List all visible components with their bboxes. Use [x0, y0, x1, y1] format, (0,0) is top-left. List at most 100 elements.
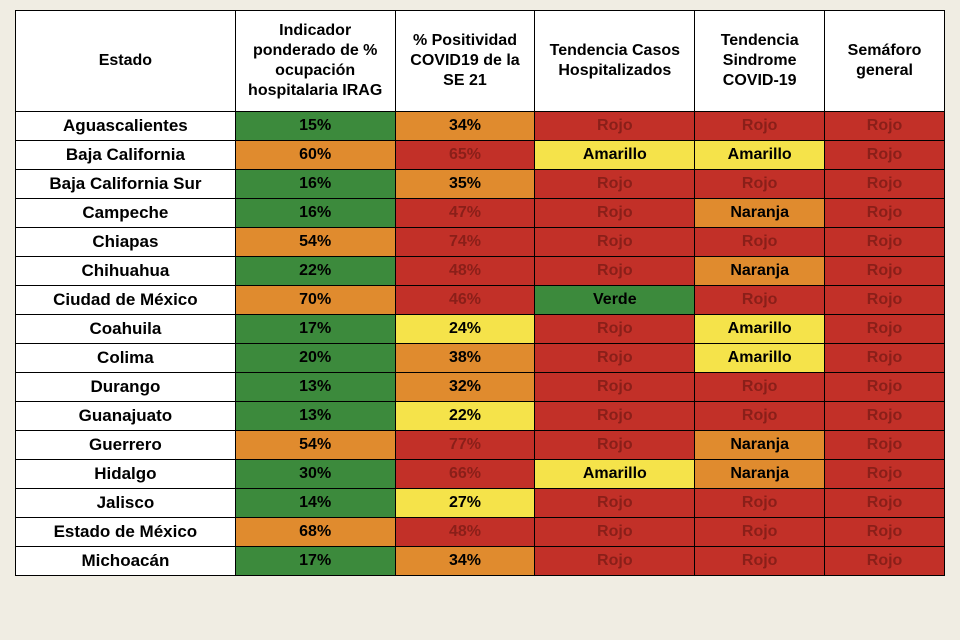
- table-row: Hidalgo30%66%AmarilloNaranjaRojo: [16, 460, 945, 489]
- cell-tendencia-sindrome: Amarillo: [695, 315, 825, 344]
- cell-tendencia-casos: Rojo: [535, 199, 695, 228]
- table-row: Baja California Sur16%35%RojoRojoRojo: [16, 170, 945, 199]
- table-row: Baja California60%65%AmarilloAmarilloRoj…: [16, 141, 945, 170]
- cell-positividad: 77%: [395, 431, 535, 460]
- cell-positividad: 48%: [395, 518, 535, 547]
- cell-tendencia-casos: Rojo: [535, 315, 695, 344]
- cell-indicador: 14%: [235, 489, 395, 518]
- semaforo-table: Estado Indicador ponderado de % ocupació…: [15, 10, 945, 576]
- cell-estado: Guanajuato: [16, 402, 236, 431]
- cell-positividad: 32%: [395, 373, 535, 402]
- cell-semaforo: Rojo: [825, 402, 945, 431]
- table-row: Chihuahua22%48%RojoNaranjaRojo: [16, 257, 945, 286]
- cell-indicador: 70%: [235, 286, 395, 315]
- cell-indicador: 54%: [235, 431, 395, 460]
- cell-indicador: 17%: [235, 547, 395, 576]
- cell-tendencia-casos: Rojo: [535, 518, 695, 547]
- cell-indicador: 16%: [235, 199, 395, 228]
- table-row: Campeche16%47%RojoNaranjaRojo: [16, 199, 945, 228]
- cell-positividad: 35%: [395, 170, 535, 199]
- table-row: Colima20%38%RojoAmarilloRojo: [16, 344, 945, 373]
- cell-indicador: 60%: [235, 141, 395, 170]
- cell-estado: Colima: [16, 344, 236, 373]
- cell-positividad: 38%: [395, 344, 535, 373]
- cell-tendencia-sindrome: Rojo: [695, 518, 825, 547]
- cell-positividad: 74%: [395, 228, 535, 257]
- cell-tendencia-sindrome: Rojo: [695, 112, 825, 141]
- cell-semaforo: Rojo: [825, 141, 945, 170]
- cell-tendencia-casos: Rojo: [535, 547, 695, 576]
- cell-semaforo: Rojo: [825, 257, 945, 286]
- cell-semaforo: Rojo: [825, 112, 945, 141]
- th-tendencia-casos: Tendencia Casos Hospitalizados: [535, 11, 695, 112]
- cell-tendencia-sindrome: Rojo: [695, 228, 825, 257]
- cell-semaforo: Rojo: [825, 431, 945, 460]
- cell-positividad: 66%: [395, 460, 535, 489]
- cell-positividad: 22%: [395, 402, 535, 431]
- cell-tendencia-casos: Rojo: [535, 489, 695, 518]
- cell-positividad: 65%: [395, 141, 535, 170]
- cell-indicador: 13%: [235, 402, 395, 431]
- header-row: Estado Indicador ponderado de % ocupació…: [16, 11, 945, 112]
- table-row: Coahuila17%24%RojoAmarilloRojo: [16, 315, 945, 344]
- table-row: Aguascalientes15%34%RojoRojoRojo: [16, 112, 945, 141]
- cell-tendencia-casos: Rojo: [535, 228, 695, 257]
- th-positividad: % Positividad COVID19 de la SE 21: [395, 11, 535, 112]
- cell-estado: Ciudad de México: [16, 286, 236, 315]
- cell-tendencia-casos: Rojo: [535, 112, 695, 141]
- th-semaforo: Semáforo general: [825, 11, 945, 112]
- cell-tendencia-sindrome: Rojo: [695, 402, 825, 431]
- cell-estado: Campeche: [16, 199, 236, 228]
- cell-positividad: 48%: [395, 257, 535, 286]
- cell-semaforo: Rojo: [825, 199, 945, 228]
- cell-indicador: 15%: [235, 112, 395, 141]
- cell-tendencia-casos: Rojo: [535, 402, 695, 431]
- cell-estado: Jalisco: [16, 489, 236, 518]
- cell-semaforo: Rojo: [825, 315, 945, 344]
- cell-positividad: 24%: [395, 315, 535, 344]
- cell-tendencia-casos: Rojo: [535, 344, 695, 373]
- cell-semaforo: Rojo: [825, 170, 945, 199]
- cell-estado: Guerrero: [16, 431, 236, 460]
- cell-estado: Chiapas: [16, 228, 236, 257]
- th-indicador: Indicador ponderado de % ocupación hospi…: [235, 11, 395, 112]
- cell-tendencia-casos: Amarillo: [535, 141, 695, 170]
- cell-indicador: 22%: [235, 257, 395, 286]
- cell-semaforo: Rojo: [825, 518, 945, 547]
- cell-positividad: 47%: [395, 199, 535, 228]
- cell-estado: Durango: [16, 373, 236, 402]
- cell-positividad: 34%: [395, 547, 535, 576]
- table-row: Ciudad de México70%46%VerdeRojoRojo: [16, 286, 945, 315]
- cell-tendencia-casos: Rojo: [535, 373, 695, 402]
- cell-estado: Estado de México: [16, 518, 236, 547]
- cell-semaforo: Rojo: [825, 460, 945, 489]
- cell-tendencia-sindrome: Rojo: [695, 170, 825, 199]
- cell-tendencia-sindrome: Naranja: [695, 460, 825, 489]
- th-tendencia-sindrome: Tendencia Sindrome COVID-19: [695, 11, 825, 112]
- cell-semaforo: Rojo: [825, 489, 945, 518]
- cell-estado: Aguascalientes: [16, 112, 236, 141]
- cell-tendencia-casos: Verde: [535, 286, 695, 315]
- cell-indicador: 13%: [235, 373, 395, 402]
- cell-estado: Coahuila: [16, 315, 236, 344]
- cell-tendencia-sindrome: Naranja: [695, 257, 825, 286]
- cell-semaforo: Rojo: [825, 286, 945, 315]
- cell-tendencia-casos: Rojo: [535, 257, 695, 286]
- table-row: Jalisco14%27%RojoRojoRojo: [16, 489, 945, 518]
- cell-tendencia-sindrome: Naranja: [695, 431, 825, 460]
- table-row: Guanajuato13%22%RojoRojoRojo: [16, 402, 945, 431]
- table-row: Chiapas54%74%RojoRojoRojo: [16, 228, 945, 257]
- cell-positividad: 27%: [395, 489, 535, 518]
- cell-indicador: 68%: [235, 518, 395, 547]
- cell-tendencia-casos: Rojo: [535, 431, 695, 460]
- cell-tendencia-casos: Rojo: [535, 170, 695, 199]
- cell-indicador: 20%: [235, 344, 395, 373]
- cell-estado: Baja California: [16, 141, 236, 170]
- cell-positividad: 46%: [395, 286, 535, 315]
- cell-tendencia-sindrome: Amarillo: [695, 344, 825, 373]
- cell-estado: Baja California Sur: [16, 170, 236, 199]
- cell-tendencia-casos: Amarillo: [535, 460, 695, 489]
- cell-indicador: 30%: [235, 460, 395, 489]
- cell-positividad: 34%: [395, 112, 535, 141]
- cell-indicador: 16%: [235, 170, 395, 199]
